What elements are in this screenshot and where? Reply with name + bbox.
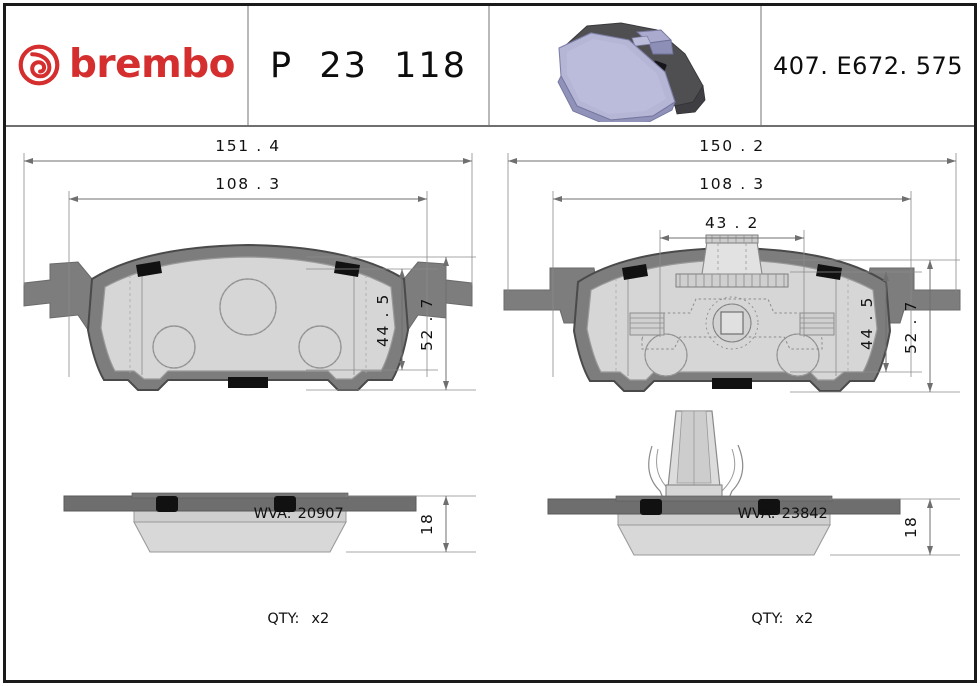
dimension-value-44-5: 44 . 5 xyxy=(374,293,392,347)
dimension-value-44-5: 44 . 5 xyxy=(858,296,876,350)
dimension-value-151-4: 151 . 4 xyxy=(215,137,280,155)
wva-row: WVA: 23842 xyxy=(490,462,974,567)
title-block: brembo P 23 118 xyxy=(6,6,974,125)
left-pad-labels: WVA: 20907 QTY: x2 xyxy=(6,462,490,672)
dimension-value-52-7: 52 . 7 xyxy=(902,300,920,354)
dimension-overall-width: 151 . 4 xyxy=(23,137,473,285)
left-drawing-svg: 151 . 4 108 . 3 xyxy=(23,137,476,553)
brand-cell: brembo xyxy=(6,6,247,125)
right-drawing-svg: 150 . 2 108 . 3 xyxy=(503,137,961,556)
pad-side-view-geometry xyxy=(547,410,901,556)
dimension-value-43-2: 43 . 2 xyxy=(705,214,759,232)
right-pad-labels: WVA: 23842 QTY: x2 xyxy=(490,462,974,672)
dimension-heights: 44 . 5 52 . 7 xyxy=(306,256,476,391)
drawing-area: 151 . 4 108 . 3 xyxy=(6,127,974,680)
qty-row: QTY: x2 xyxy=(6,567,490,672)
wva-key: WVA: xyxy=(253,505,292,522)
wear-sensor-bracket xyxy=(629,234,835,350)
wva-key: WVA: xyxy=(737,505,776,522)
qty-key: QTY: xyxy=(751,610,784,627)
brake-pad-3d-render-icon xyxy=(557,21,706,122)
wva-value: 20907 xyxy=(297,505,344,522)
pad-plan-geometry xyxy=(503,234,961,392)
dimension-inner-width: 108 . 3 xyxy=(552,175,912,377)
view-pad-with-sensor: 150 . 2 108 . 3 xyxy=(490,127,974,680)
qty-value: x2 xyxy=(311,610,330,627)
wva-row: WVA: 20907 xyxy=(6,462,490,567)
pad-plan-geometry xyxy=(23,243,473,391)
brembo-roundel-icon xyxy=(18,44,60,85)
dimension-value-52-7: 52 . 7 xyxy=(418,297,436,351)
dimension-inner-width: 108 . 3 xyxy=(68,175,428,377)
dimension-thickness: 18 xyxy=(346,495,476,553)
dimension-value-108-3: 108 . 3 xyxy=(215,175,280,193)
dimension-value-108-3: 108 . 3 xyxy=(699,175,764,193)
product-code: P 23 118 xyxy=(270,45,467,86)
product-render-cell xyxy=(488,6,760,125)
dimension-sensor-width: 43 . 2 xyxy=(659,214,805,337)
dimension-value-18: 18 xyxy=(418,513,436,535)
brand-wordmark: brembo xyxy=(69,42,235,87)
reference-code-cell: 407. E672. 575 xyxy=(760,6,974,125)
product-code-cell: P 23 118 xyxy=(247,6,488,125)
qty-row: QTY: x2 xyxy=(490,567,974,672)
qty-key: QTY: xyxy=(267,610,300,627)
dimension-overall-width: 150 . 2 xyxy=(507,137,957,292)
view-pad-without-sensor: 151 . 4 108 . 3 xyxy=(6,127,490,680)
dimension-value-150-2: 150 . 2 xyxy=(699,137,764,155)
pad-side-view-geometry xyxy=(63,492,417,553)
dimension-heights: 44 . 5 52 . 7 xyxy=(790,259,960,393)
brembo-logo: brembo xyxy=(18,44,235,86)
dimension-value-18: 18 xyxy=(902,516,920,538)
title-block-separator xyxy=(6,125,974,127)
dimension-thickness: 18 xyxy=(830,498,960,556)
qty-value: x2 xyxy=(795,610,814,627)
wva-value: 23842 xyxy=(781,505,828,522)
reference-code: 407. E672. 575 xyxy=(772,51,964,80)
